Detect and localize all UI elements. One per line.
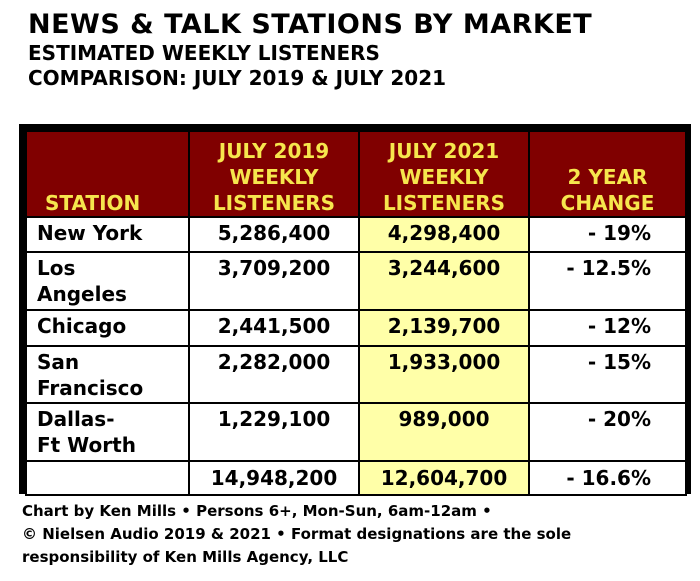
table-row: Chicago 2,441,500 2,139,700 - 12% (25, 309, 687, 347)
chart-subtitle-1: ESTIMATED WEEKLY LISTENERS (28, 41, 380, 65)
footer-line-1: Chart by Ken Mills • Persons 6+, Mon-Sun… (22, 502, 492, 520)
total-row: 14,948,200 12,604,700 - 16.6% (25, 460, 687, 496)
footer-line-3: responsibility of Ken Mills Agency, LLC (22, 548, 349, 566)
cell-2019: 5,286,400 (188, 216, 360, 253)
cell-2019: 3,709,200 (188, 251, 360, 311)
cell-2019: 2,282,000 (188, 345, 360, 404)
column-header-july-2021: JULY 2021 WEEKLY LISTENERS (358, 130, 530, 218)
footer-note: Chart by Ken Mills • Persons 6+, Mon-Sun… (22, 500, 571, 569)
cell-2021: 989,000 (358, 402, 530, 462)
station-name: New York (25, 216, 190, 253)
column-header-change: 2 YEAR CHANGE (528, 130, 687, 218)
table-row: Dallas- Ft Worth 1,229,100 989,000 - 20% (25, 402, 687, 462)
table-row: Los Angeles 3,709,200 3,244,600 - 12.5% (25, 251, 687, 311)
total-2019: 14,948,200 (188, 460, 360, 496)
cell-2021: 2,139,700 (358, 309, 530, 347)
station-name: Dallas- Ft Worth (25, 402, 190, 462)
title-block: NEWS & TALK STATIONS BY MARKET ESTIMATED… (28, 8, 592, 91)
cell-change: - 12% (528, 309, 687, 347)
listeners-table: STATION JULY 2019 WEEKLY LISTENERS JULY 20… (25, 130, 687, 496)
station-name: Chicago (25, 309, 190, 347)
cell-2019: 2,441,500 (188, 309, 360, 347)
cell-change: - 19% (528, 216, 687, 253)
total-2021: 12,604,700 (358, 460, 530, 496)
footer-line-2: © Nielsen Audio 2019 & 2021 • Format des… (22, 525, 572, 543)
station-name: San Francisco (25, 345, 190, 404)
chart-title: NEWS & TALK STATIONS BY MARKET (28, 9, 593, 40)
cell-change: - 15% (528, 345, 687, 404)
table-frame: STATION JULY 2019 WEEKLY LISTENERS JULY 20… (19, 124, 691, 496)
cell-change: - 12.5% (528, 251, 687, 311)
cell-2021: 4,298,400 (358, 216, 530, 253)
cell-2021: 1,933,000 (358, 345, 530, 404)
column-header-station: STATION (25, 130, 190, 218)
table-row: San Francisco 2,282,000 1,933,000 - 15% (25, 345, 687, 404)
cell-2021: 3,244,600 (358, 251, 530, 311)
cell-2019: 1,229,100 (188, 402, 360, 462)
total-station-cell (25, 460, 190, 496)
header-row: STATION JULY 2019 WEEKLY LISTENERS JULY 20… (25, 130, 687, 218)
total-change: - 16.6% (528, 460, 687, 496)
station-name: Los Angeles (25, 251, 190, 311)
chart-subtitle-2: COMPARISON: JULY 2019 & JULY 2021 (28, 66, 447, 90)
table-row: New York 5,286,400 4,298,400 - 19% (25, 216, 687, 253)
column-header-july-2019: JULY 2019 WEEKLY LISTENERS (188, 130, 360, 218)
cell-change: - 20% (528, 402, 687, 462)
